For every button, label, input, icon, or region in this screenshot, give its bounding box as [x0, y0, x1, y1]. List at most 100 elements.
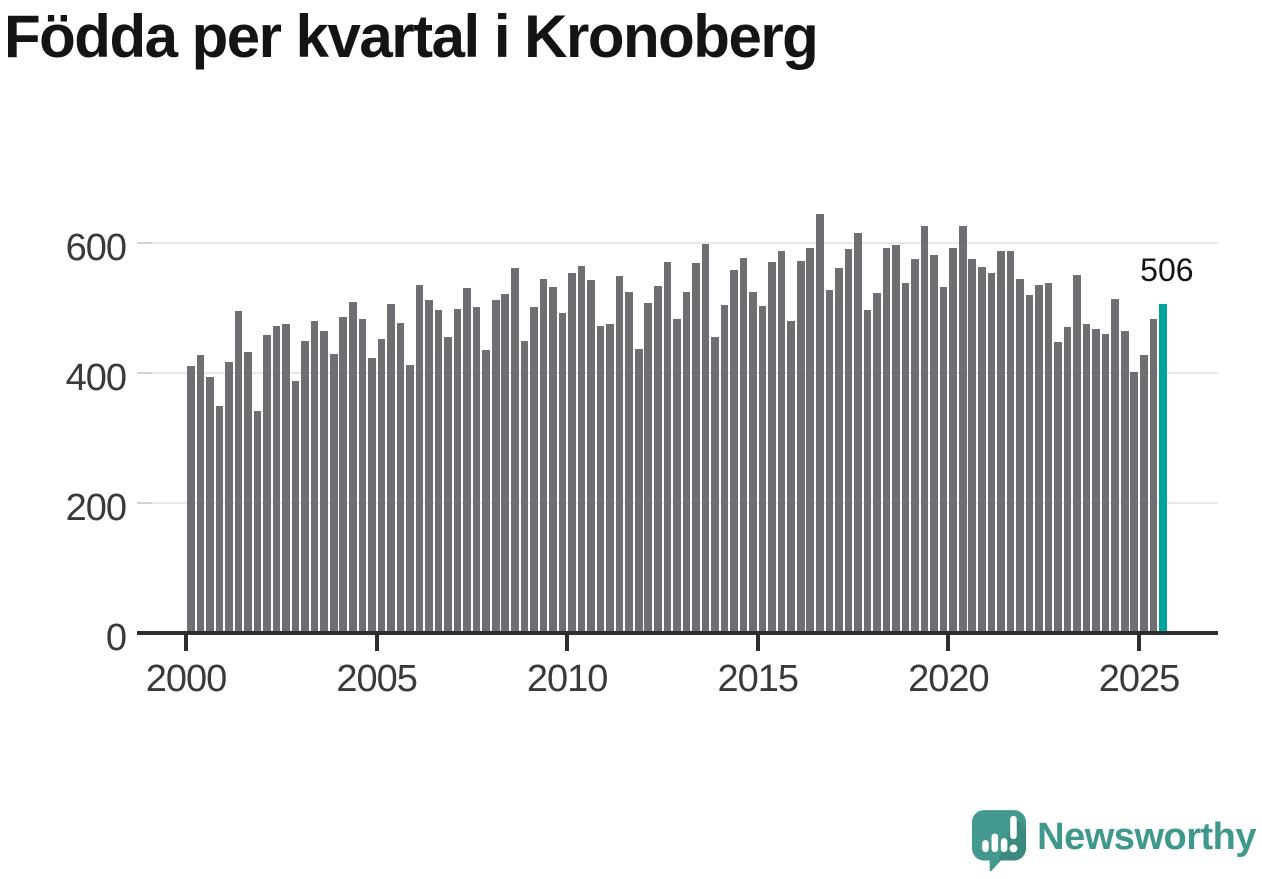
bar [768, 262, 776, 633]
bar [568, 273, 576, 633]
bar [949, 248, 957, 633]
bar [415, 285, 424, 633]
bar [482, 350, 491, 633]
bar [958, 226, 967, 633]
bar [796, 261, 805, 633]
bar [1120, 331, 1129, 633]
bar [625, 292, 633, 633]
bar [682, 292, 691, 633]
bar [520, 341, 529, 633]
x-axis-label: 2025 [1098, 658, 1181, 700]
bar [892, 245, 900, 633]
highlighted-bar [1159, 304, 1167, 633]
bar [806, 248, 815, 633]
bar [577, 266, 586, 633]
bar [606, 324, 614, 633]
bar [939, 287, 948, 633]
bar [844, 249, 853, 633]
bar [206, 377, 214, 633]
bar [225, 362, 233, 633]
bar [997, 251, 1005, 633]
y-axis-label: 200 [65, 487, 127, 529]
bar [1063, 327, 1072, 633]
bar [320, 331, 328, 633]
bar [730, 270, 738, 633]
x-axis-label: 2000 [145, 658, 228, 700]
bar [310, 321, 319, 633]
bar [1082, 324, 1091, 633]
bar [558, 313, 567, 633]
bar [530, 307, 538, 633]
y-axis-tick [137, 502, 152, 504]
bar [587, 280, 595, 633]
bar [634, 349, 643, 633]
y-axis-tick [137, 372, 152, 374]
x-axis-label: 2005 [336, 658, 418, 700]
newsworthy-wordmark: Newsworthy [1037, 816, 1256, 858]
bar [1006, 251, 1015, 633]
bar [644, 303, 653, 633]
bar [406, 365, 414, 633]
x-axis-label: 2010 [526, 658, 609, 700]
bar [911, 259, 919, 633]
bar [968, 259, 977, 633]
bar [339, 317, 348, 633]
bar [1149, 319, 1158, 633]
x-axis-tick [184, 635, 188, 651]
bar [234, 311, 243, 633]
y-axis-label: 400 [65, 357, 127, 399]
bar [777, 251, 786, 633]
gridline [137, 242, 1218, 244]
bar [215, 406, 224, 633]
x-axis-tick [565, 635, 570, 651]
bar [987, 273, 996, 633]
x-axis-tick [946, 635, 951, 651]
bar [491, 300, 500, 633]
bar [758, 306, 767, 633]
bar [301, 341, 309, 633]
bar [187, 366, 195, 633]
bar [501, 294, 510, 633]
bar [673, 319, 681, 633]
y-axis-label: 600 [65, 227, 127, 269]
bar [253, 411, 262, 633]
bar [463, 288, 471, 633]
x-axis-label: 2020 [908, 658, 990, 700]
bar [1044, 283, 1053, 633]
x-axis-tick [374, 635, 379, 651]
bar [596, 326, 605, 633]
x-axis-line [137, 631, 1218, 635]
bar [358, 319, 367, 633]
bar [291, 381, 300, 633]
bar [835, 268, 843, 633]
bar [444, 337, 452, 633]
bar [701, 244, 710, 633]
bar [368, 358, 376, 633]
bar [977, 267, 986, 633]
bar [1073, 275, 1081, 633]
bar [825, 290, 834, 633]
bar [1092, 329, 1100, 633]
bar [349, 302, 357, 633]
bar [1016, 279, 1024, 633]
bar [396, 323, 405, 633]
x-axis-tick [1137, 635, 1141, 651]
bar [244, 352, 252, 633]
bar [434, 310, 443, 633]
bar [615, 276, 624, 633]
bar [472, 307, 481, 633]
bar [720, 305, 729, 633]
chart-title: Födda per kvartal i Kronoberg [4, 3, 819, 70]
bar [873, 293, 881, 633]
bar [196, 355, 205, 633]
bar [329, 354, 338, 633]
bar [1035, 285, 1043, 633]
bar [1025, 295, 1034, 633]
y-axis-tick [137, 242, 152, 244]
bar [692, 263, 700, 633]
newsworthy-chart-bubble-icon [972, 810, 1027, 871]
x-axis-label: 2015 [717, 658, 800, 700]
bar [377, 339, 386, 633]
